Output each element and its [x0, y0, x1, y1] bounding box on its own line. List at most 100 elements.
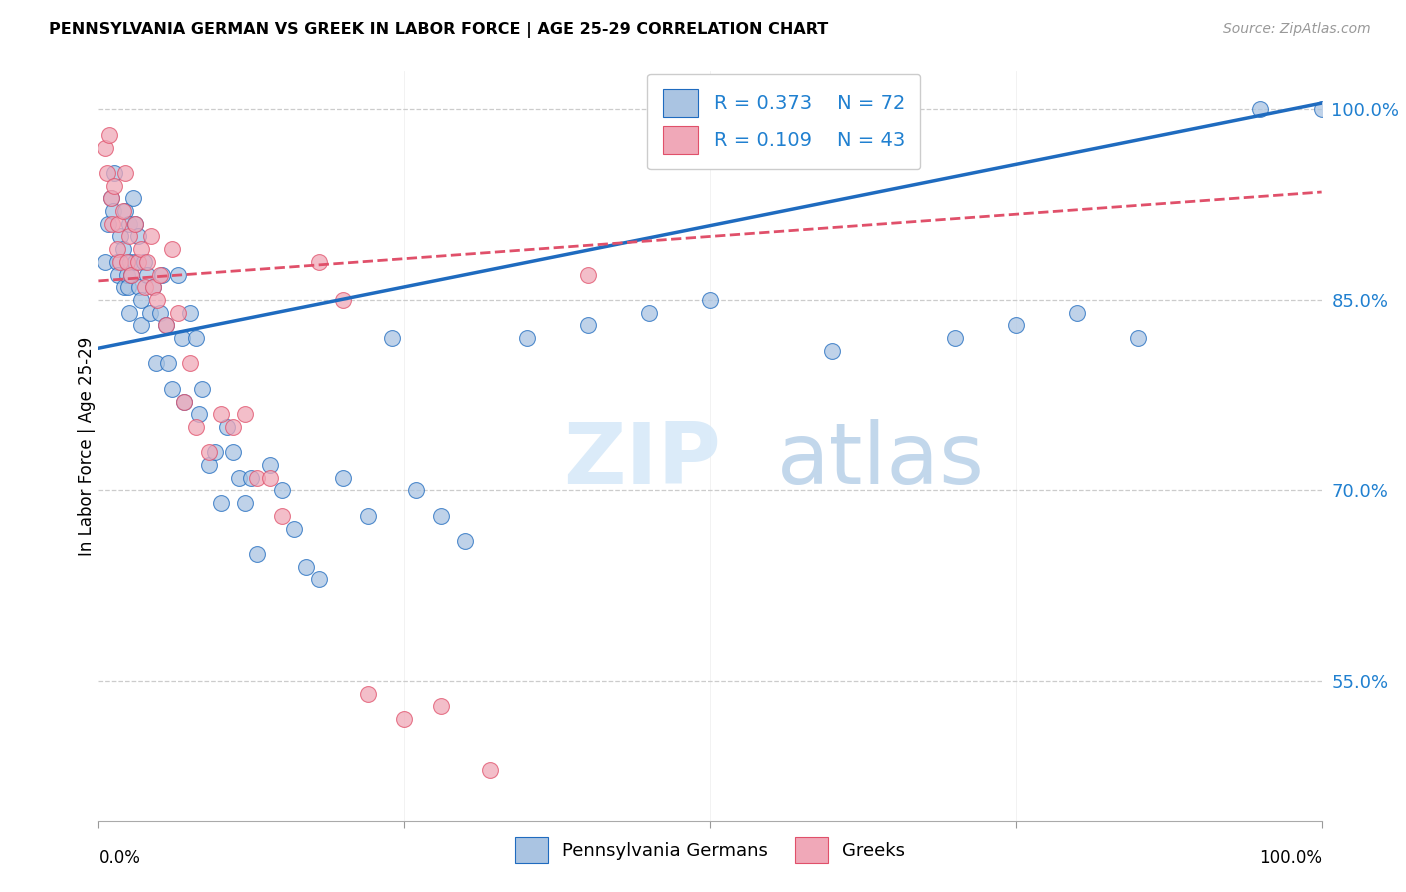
- Point: [107, 268, 129, 282]
- Point: [127, 255, 149, 269]
- Point: [120, 268, 142, 282]
- Point: [117, 280, 139, 294]
- Point: [197, 458, 219, 472]
- Point: [98, 128, 121, 142]
- Point: [228, 471, 250, 485]
- Point: [96, 166, 118, 180]
- Text: atlas: atlas: [778, 419, 986, 502]
- Point: [173, 394, 195, 409]
- Point: [111, 204, 134, 219]
- Legend: Pennsylvania Germans, Greeks: Pennsylvania Germans, Greeks: [506, 828, 914, 871]
- Point: [332, 471, 354, 485]
- Point: [124, 217, 146, 231]
- Point: [186, 331, 208, 345]
- Point: [167, 268, 190, 282]
- Point: [132, 255, 155, 269]
- Point: [120, 255, 142, 269]
- Point: [103, 166, 125, 180]
- Point: [124, 217, 146, 231]
- Point: [270, 508, 294, 523]
- Point: [129, 242, 152, 256]
- Point: [149, 306, 172, 320]
- Point: [308, 255, 330, 269]
- Point: [167, 306, 190, 320]
- Point: [118, 229, 141, 244]
- Point: [97, 217, 120, 231]
- Point: [186, 420, 208, 434]
- Point: [155, 318, 177, 333]
- Point: [295, 559, 318, 574]
- Point: [240, 471, 263, 485]
- Point: [128, 280, 150, 294]
- Point: [100, 191, 122, 205]
- Point: [121, 191, 143, 205]
- Point: [270, 483, 294, 498]
- Point: [179, 356, 201, 370]
- Point: [105, 255, 128, 269]
- Point: [1128, 331, 1150, 345]
- Point: [259, 458, 281, 472]
- Point: [187, 407, 209, 421]
- Point: [246, 471, 269, 485]
- Point: [233, 407, 256, 421]
- Point: [118, 217, 141, 231]
- Text: Source: ZipAtlas.com: Source: ZipAtlas.com: [1223, 22, 1371, 37]
- Text: PENNSYLVANIA GERMAN VS GREEK IN LABOR FORCE | AGE 25-29 CORRELATION CHART: PENNSYLVANIA GERMAN VS GREEK IN LABOR FO…: [49, 22, 828, 38]
- Point: [146, 293, 169, 307]
- Point: [118, 306, 141, 320]
- Point: [115, 255, 138, 269]
- Point: [283, 522, 305, 536]
- Point: [191, 382, 214, 396]
- Point: [93, 255, 115, 269]
- Point: [332, 293, 354, 307]
- Point: [105, 242, 128, 256]
- Point: [179, 306, 201, 320]
- Point: [356, 687, 378, 701]
- Point: [160, 382, 183, 396]
- Point: [222, 445, 245, 459]
- Point: [93, 140, 115, 154]
- Point: [160, 242, 183, 256]
- Point: [120, 268, 142, 282]
- Point: [405, 483, 427, 498]
- Point: [204, 445, 226, 459]
- Point: [430, 508, 453, 523]
- Point: [115, 268, 138, 282]
- Point: [943, 331, 966, 345]
- Point: [142, 280, 165, 294]
- Point: [155, 318, 177, 333]
- Point: [107, 217, 129, 231]
- Point: [576, 318, 599, 333]
- Point: [209, 496, 232, 510]
- Point: [222, 420, 245, 434]
- Point: [139, 306, 162, 320]
- Y-axis label: In Labor Force | Age 25-29: In Labor Force | Age 25-29: [79, 336, 96, 556]
- Point: [111, 242, 134, 256]
- Point: [356, 508, 378, 523]
- Point: [637, 306, 661, 320]
- Point: [114, 204, 136, 219]
- Point: [1066, 306, 1088, 320]
- Point: [209, 407, 232, 421]
- Point: [149, 268, 172, 282]
- Text: 100.0%: 100.0%: [1258, 848, 1322, 867]
- Point: [114, 166, 136, 180]
- Point: [129, 293, 152, 307]
- Point: [150, 268, 173, 282]
- Text: ZIP: ZIP: [564, 419, 721, 502]
- Point: [576, 268, 599, 282]
- Point: [197, 445, 219, 459]
- Point: [1310, 103, 1333, 117]
- Point: [381, 331, 404, 345]
- Point: [1004, 318, 1026, 333]
- Point: [478, 763, 501, 777]
- Point: [136, 268, 159, 282]
- Point: [246, 547, 269, 561]
- Point: [100, 191, 122, 205]
- Point: [308, 572, 330, 586]
- Point: [112, 280, 135, 294]
- Point: [454, 534, 477, 549]
- Point: [173, 394, 195, 409]
- Point: [129, 318, 152, 333]
- Point: [821, 343, 844, 358]
